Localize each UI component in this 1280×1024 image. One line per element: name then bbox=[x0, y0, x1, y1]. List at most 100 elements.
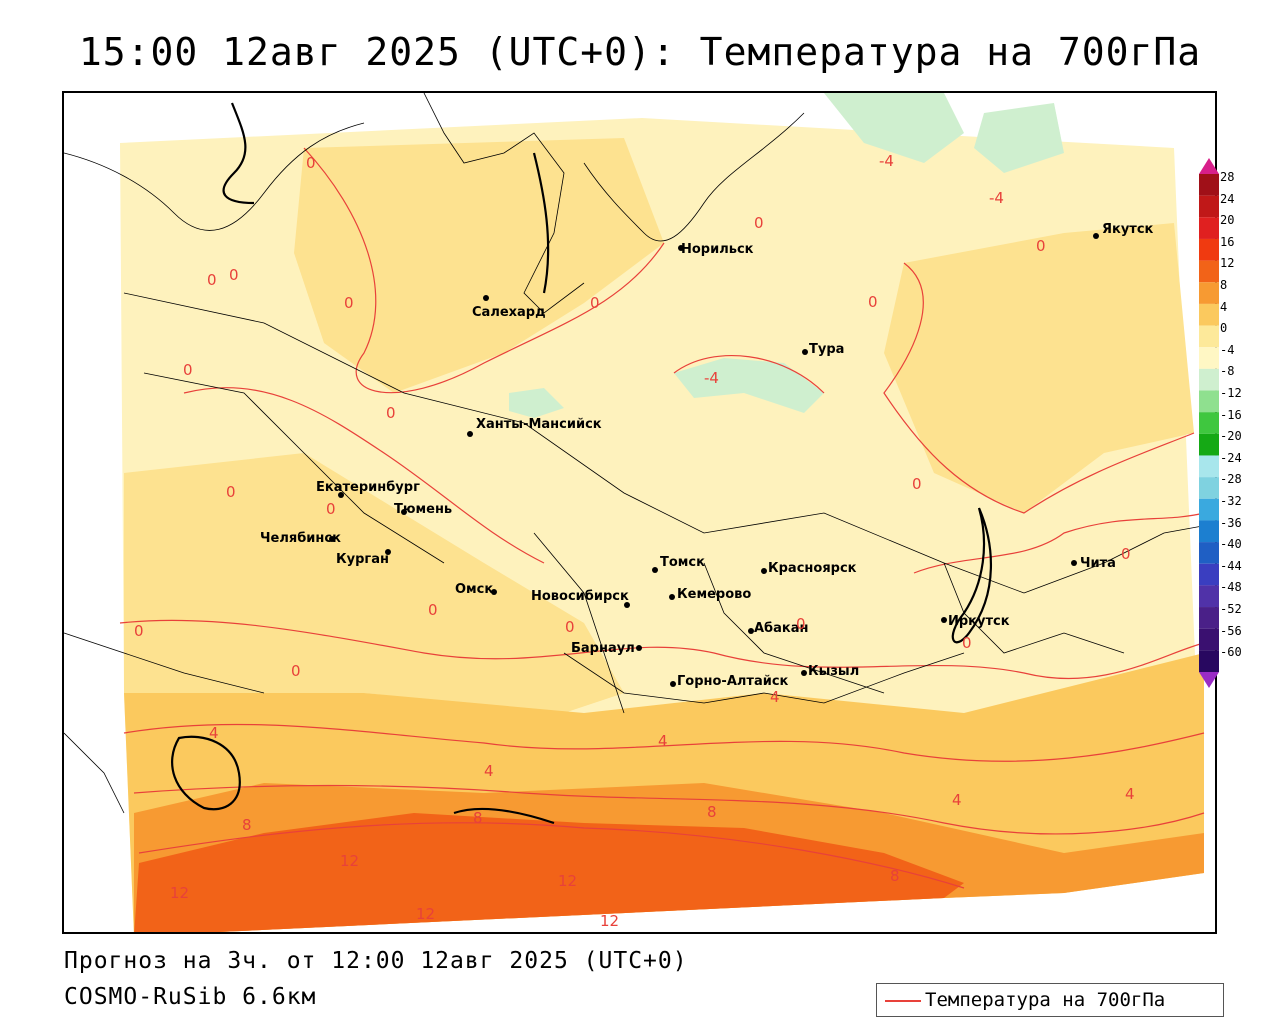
contour-label: 0 bbox=[962, 634, 972, 652]
colorbar-value: -60 bbox=[1220, 645, 1242, 660]
colorbar-value: -52 bbox=[1220, 602, 1242, 616]
colorbar-value: -56 bbox=[1220, 623, 1242, 638]
colorbar-cell bbox=[1199, 542, 1219, 564]
colorbar-value: -48 bbox=[1220, 580, 1242, 595]
map-canvas: Якутск Норильск Салехард Тура Ханты-Манс… bbox=[64, 93, 1215, 932]
colorbar-cells bbox=[1199, 174, 1219, 672]
contour-label: 0 bbox=[291, 662, 301, 680]
colorbar-cell bbox=[1199, 477, 1219, 499]
legend-line-swatch bbox=[885, 1000, 921, 1002]
colorbar-value: -32 bbox=[1220, 494, 1242, 508]
city-label: Горно-Алтайск bbox=[677, 674, 789, 689]
contour-label: 0 bbox=[344, 294, 354, 312]
contour-label: 0 bbox=[229, 266, 239, 284]
contour-label: 8 bbox=[890, 867, 900, 885]
colorbar-value: -24 bbox=[1220, 450, 1242, 465]
field-band-0-4-west bbox=[124, 453, 624, 713]
contour-label: 0 bbox=[226, 483, 236, 501]
field-cold-spot bbox=[509, 388, 564, 418]
city-label: Новосибирск bbox=[531, 589, 629, 604]
colorbar-cell bbox=[1199, 563, 1219, 586]
colorbar-cell bbox=[1199, 303, 1219, 326]
contour-label: 12 bbox=[558, 872, 577, 890]
colorbar-cell bbox=[1199, 195, 1219, 218]
colorbar-value: -36 bbox=[1220, 515, 1242, 530]
city-label: Екатеринбург bbox=[316, 480, 420, 495]
contour-label: 8 bbox=[707, 803, 717, 821]
colorbar-value: -28 bbox=[1220, 472, 1242, 487]
colorbar-cell bbox=[1199, 520, 1219, 543]
colorbar-value: -44 bbox=[1220, 558, 1242, 573]
contour-label: 0 bbox=[183, 361, 193, 379]
colorbar-value: 24 bbox=[1220, 191, 1235, 206]
city-label: Омск bbox=[455, 582, 493, 597]
colorbar-cell bbox=[1199, 433, 1219, 456]
city-label: Тура bbox=[809, 342, 844, 357]
contour-label: 0 bbox=[306, 154, 316, 172]
contour-label: 0 bbox=[386, 404, 396, 422]
city-label: Чита bbox=[1080, 556, 1116, 571]
colorbar-value: 20 bbox=[1220, 213, 1235, 228]
colorbar-cell bbox=[1199, 260, 1219, 283]
city-label: Ханты-Мансийск bbox=[476, 417, 602, 432]
city-label: Красноярск bbox=[768, 561, 857, 576]
colorbar-cell bbox=[1199, 628, 1219, 651]
colorbar-cell bbox=[1199, 390, 1219, 413]
city-label: Кызыл bbox=[808, 664, 859, 679]
colorbar-value: 8 bbox=[1220, 278, 1228, 292]
colorbar-value: 28 bbox=[1220, 170, 1235, 184]
model-name: COSMO-RuSib 6.6км bbox=[64, 984, 317, 1010]
colorbar-labels: 28 24 20 16 12 8 4 0 -4 -8 -12 -16 -20 -24 -28 -32 -36 -4… bbox=[1220, 170, 1280, 690]
colorbar-value: -20 bbox=[1220, 429, 1242, 444]
city-label: Курган bbox=[336, 552, 389, 567]
contour-label: 0 bbox=[134, 622, 144, 640]
colorbar-value: 4 bbox=[1220, 299, 1228, 314]
colorbar-cell bbox=[1199, 585, 1219, 608]
colorbar-cell bbox=[1199, 347, 1219, 369]
contour-label: 0 bbox=[1121, 545, 1131, 563]
colorbar-value: -8 bbox=[1220, 364, 1235, 379]
colorbar-cell bbox=[1199, 217, 1219, 239]
contour-label: 0 bbox=[207, 271, 217, 289]
contour-label: 0 bbox=[428, 601, 438, 619]
temperature-map: Якутск Норильск Салехард Тура Ханты-Манс… bbox=[62, 91, 1217, 934]
colorbar-value: 12 bbox=[1220, 256, 1235, 271]
contour-label: 8 bbox=[242, 816, 252, 834]
colorbar-cell bbox=[1199, 650, 1219, 672]
map-title: 15:00 12авг 2025 (UTC+0): Температура на… bbox=[78, 30, 1202, 74]
city-label: Абакан bbox=[754, 621, 809, 636]
contour-label: 4 bbox=[484, 762, 494, 780]
contour-label: 0 bbox=[326, 500, 336, 518]
colorbar-cell bbox=[1199, 325, 1219, 348]
forecast-info: Прогноз на 3ч. от 12:00 12авг 2025 (UTC+… bbox=[64, 948, 688, 974]
colorbar-cell bbox=[1199, 455, 1219, 478]
contour-label: 4 bbox=[209, 724, 219, 742]
legend-label: Температура на 700гПа bbox=[925, 989, 1166, 1011]
city-label: Тюмень bbox=[394, 502, 452, 517]
city-markers bbox=[329, 233, 1099, 687]
contour-label: 12 bbox=[416, 905, 435, 923]
field-cold-east bbox=[974, 103, 1064, 173]
colorbar-cell bbox=[1199, 238, 1219, 261]
contour-label: -4 bbox=[704, 369, 719, 387]
contour-label: 0 bbox=[1036, 237, 1046, 255]
city-label: Иркутск bbox=[948, 614, 1010, 629]
colorbar-bottom-arrow bbox=[1199, 672, 1219, 688]
legend: Температура на 700гПа bbox=[876, 983, 1224, 1017]
colorbar-value: -4 bbox=[1220, 342, 1235, 357]
contour-label: 12 bbox=[340, 852, 359, 870]
contour-label: 0 bbox=[590, 294, 600, 312]
field-cold-northeast bbox=[824, 93, 964, 163]
contour-label: 4 bbox=[952, 791, 962, 809]
boundaries bbox=[64, 93, 1215, 814]
contour-label: 0 bbox=[912, 475, 922, 493]
colorbar bbox=[1199, 158, 1219, 688]
colorbar-value: -12 bbox=[1220, 386, 1242, 400]
city-labels: Якутск Норильск Салехард Тура Ханты-Манс… bbox=[260, 222, 1154, 689]
lakes-and-coast-bold bbox=[171, 102, 992, 825]
colorbar-value: -40 bbox=[1220, 537, 1242, 552]
colorbar-value: 16 bbox=[1220, 234, 1235, 249]
contour-label: -4 bbox=[879, 152, 894, 170]
contour-label: 0 bbox=[754, 214, 764, 232]
contour-labels: -4 -4 -4 0 0 0 0 0 0 0 0 0 0 0 0 0 0 0 0… bbox=[134, 152, 1135, 930]
